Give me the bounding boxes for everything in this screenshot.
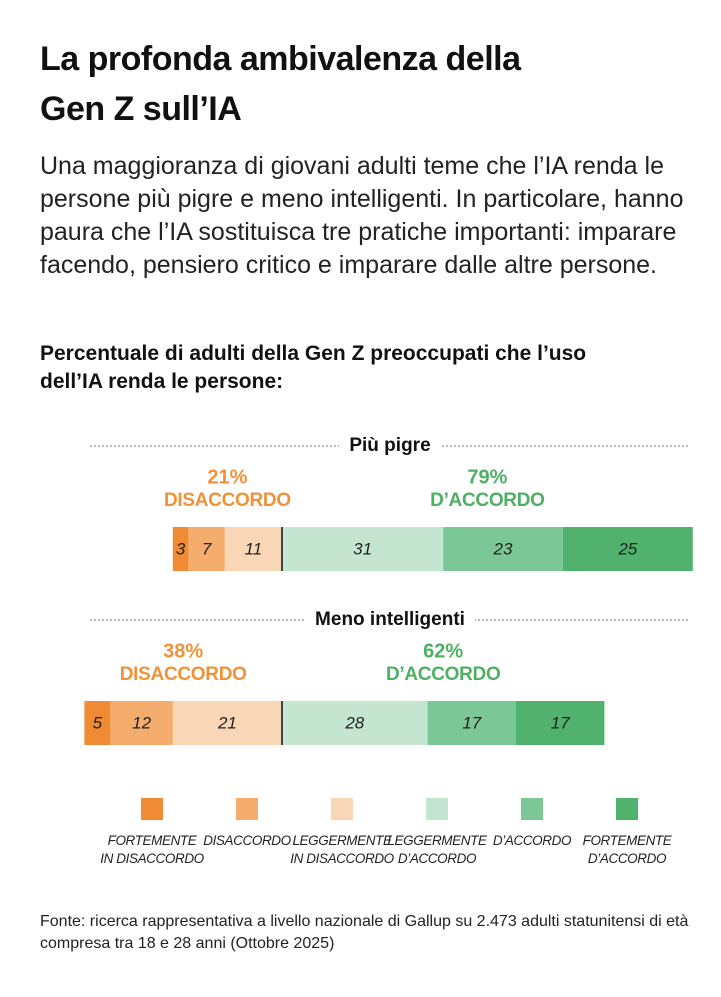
bar-segment [172, 527, 189, 571]
bar-segment [282, 701, 428, 745]
bar-segment [562, 527, 693, 571]
source: Fonte: ricerca rappresentativa a livello… [40, 913, 689, 952]
legend-label: DISACCORDO [203, 833, 291, 848]
bar-segment [427, 701, 516, 745]
value-label: 17 [462, 713, 481, 732]
value-label: 11 [245, 539, 263, 558]
bar-segment [282, 527, 444, 571]
title: La profonda ambivalenza della Gen Z sull… [40, 40, 521, 128]
legend-label: LEGGERMENTE IN DISACCORDO [290, 833, 394, 866]
subtitle: Una maggioranza di giovani adulti teme c… [40, 152, 684, 279]
value-label: 25 [617, 539, 637, 558]
legend-swatch [616, 798, 638, 820]
total-name: D’ACCORDO [386, 664, 500, 685]
bar-segment [443, 527, 563, 571]
header-bg [339, 434, 441, 458]
legend-swatch [521, 798, 543, 820]
legend-swatch [426, 798, 448, 820]
value-label: 31 [353, 539, 372, 558]
total-label: 21% [207, 466, 247, 488]
legend-label: FORTEMENTE D’ACCORDO [582, 833, 672, 866]
value-label: 23 [493, 539, 513, 558]
value-label: 12 [132, 713, 151, 732]
legend-swatch [331, 798, 353, 820]
legend-label: D’ACCORDO [492, 833, 572, 848]
total-label: 38% [163, 640, 203, 662]
total-label: 62% [423, 640, 463, 662]
value-label: 21 [217, 713, 237, 732]
bar-segment [516, 701, 605, 745]
bar-segment [84, 701, 111, 745]
value-label: 7 [202, 539, 212, 558]
category-label: Più pigre [349, 435, 430, 456]
total-label: 79% [467, 466, 507, 488]
legend-label: LEGGERMENTE D’ACCORDO [387, 833, 487, 866]
legend-label: FORTEMENTE IN DISACCORDO [100, 833, 204, 866]
header-bg [305, 608, 475, 632]
value-label: 5 [93, 713, 103, 732]
total-name: DISACCORDO [120, 664, 247, 685]
category-label: Meno intelligenti [315, 609, 465, 630]
total-name: D’ACCORDO [430, 490, 544, 511]
total-name: DISACCORDO [164, 490, 291, 511]
bar-segment [110, 701, 173, 745]
value-label: 17 [551, 713, 570, 732]
value-label: 3 [176, 539, 186, 558]
bar-segment [172, 701, 282, 745]
legend-swatch [141, 798, 163, 820]
legend-swatch [236, 798, 258, 820]
bar-segment [224, 527, 282, 571]
chart-title: Percentuale di adulti della Gen Z preocc… [40, 342, 587, 393]
value-label: 28 [344, 713, 364, 732]
bar-segment [188, 527, 225, 571]
